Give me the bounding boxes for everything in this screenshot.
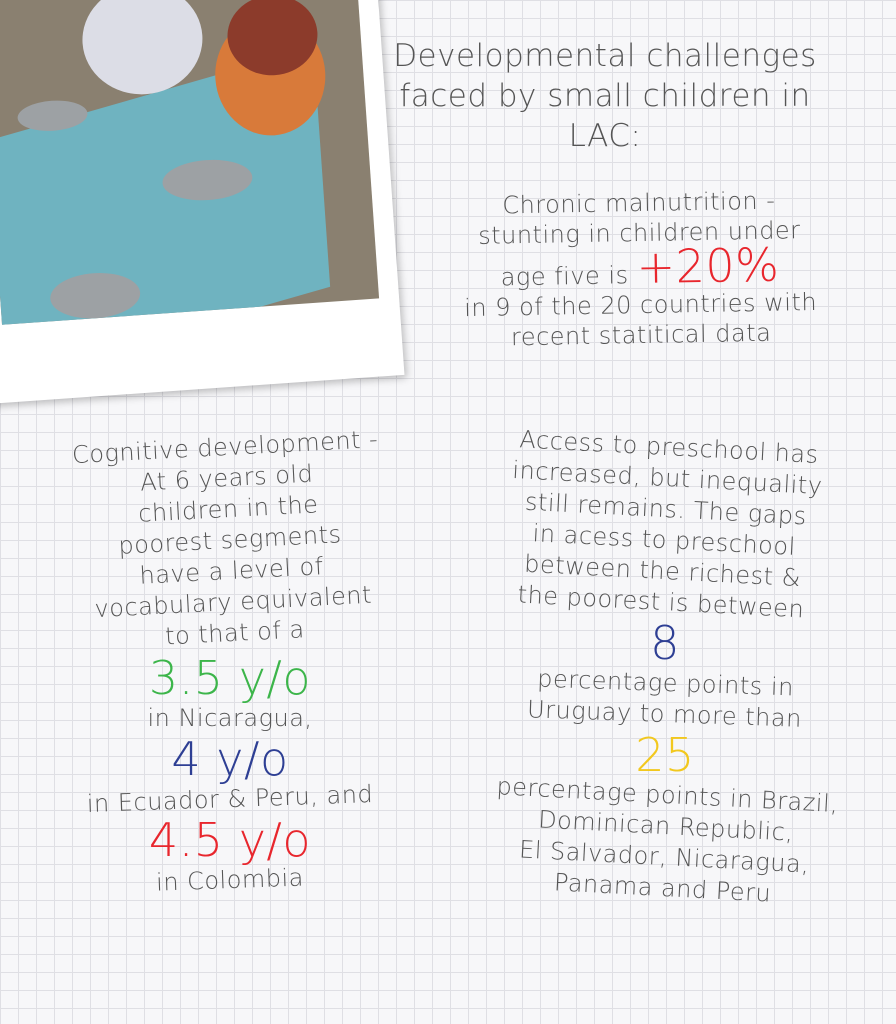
- preschool-block: Access to preschool has increased, but i…: [480, 425, 850, 907]
- stat-colombia: 4.5 y/o: [148, 813, 312, 867]
- malnutrition-block: Chronic malnutrition - stunting in child…: [439, 185, 842, 354]
- stat-nicaragua: 3.5 y/o: [148, 651, 312, 705]
- stat-brazil-etc: 25: [635, 728, 695, 782]
- page-title: Developmental challenges faced by small …: [393, 38, 817, 154]
- children-photo: [0, 0, 380, 325]
- text-line: in Nicaragua,: [147, 704, 313, 732]
- stat-stunting: +20%: [636, 237, 780, 295]
- cognitive-block: Cognitive development - At 6 years old c…: [60, 425, 400, 896]
- photo-polaroid: [0, 0, 405, 405]
- text-line: in Colombia: [155, 863, 305, 897]
- stat-uruguay: 8: [650, 616, 680, 670]
- stat-ecuador-peru: 4 y/o: [171, 732, 289, 786]
- text-line: age five is: [500, 261, 629, 292]
